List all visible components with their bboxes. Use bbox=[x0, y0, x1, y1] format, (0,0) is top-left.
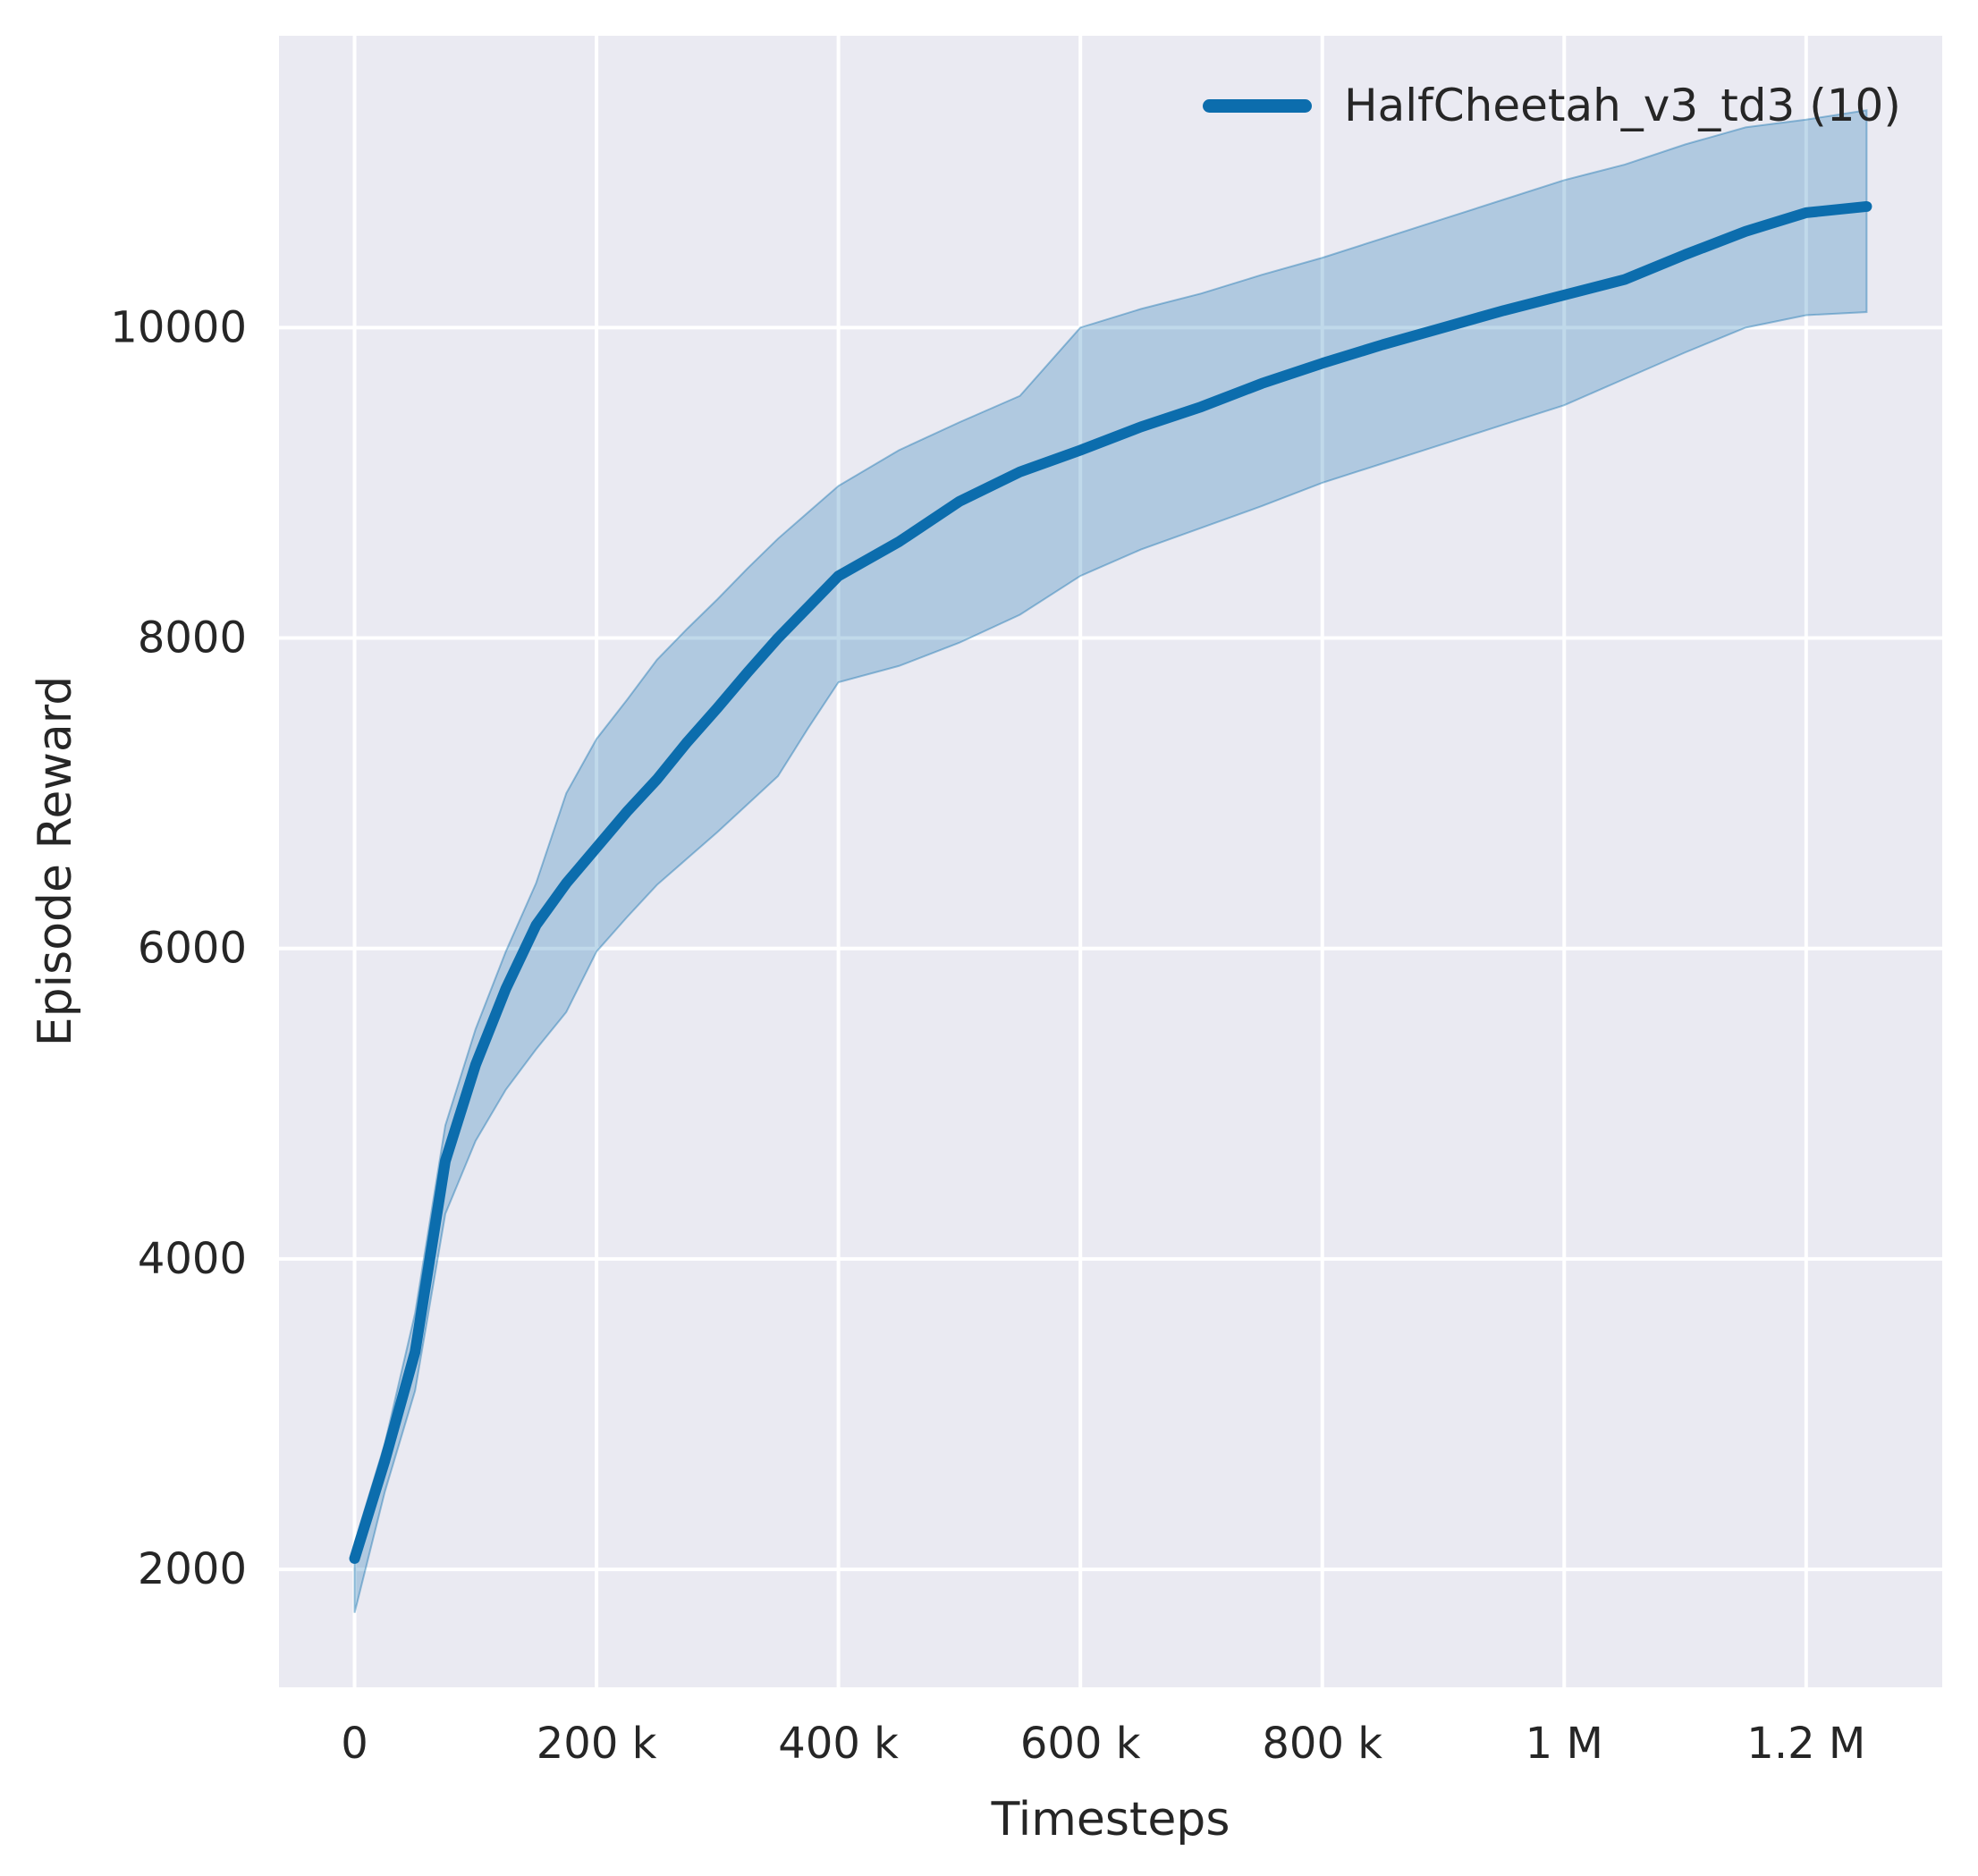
plot-area bbox=[279, 36, 1942, 1687]
x-tick-label: 800 k bbox=[1262, 1719, 1382, 1769]
x-axis-title: Timesteps bbox=[991, 1793, 1230, 1846]
legend-line-swatch bbox=[1203, 98, 1312, 113]
y-tick-label: 4000 bbox=[138, 1234, 247, 1284]
x-tick-label: 1.2 M bbox=[1746, 1719, 1865, 1769]
legend-series-label: HalfCheetah_v3_td3 (10) bbox=[1344, 80, 1901, 131]
legend: HalfCheetah_v3_td3 (10) bbox=[1203, 79, 1901, 132]
x-tick-label: 1 M bbox=[1526, 1719, 1603, 1769]
y-tick-label: 6000 bbox=[138, 924, 247, 974]
x-tick-label: 600 k bbox=[1020, 1719, 1141, 1769]
x-tick-label: 0 bbox=[341, 1719, 368, 1769]
x-tick-label: 400 k bbox=[778, 1719, 899, 1769]
x-tick-label: 200 k bbox=[537, 1719, 657, 1769]
mean-line bbox=[349, 200, 1872, 1564]
y-tick-label: 8000 bbox=[138, 613, 247, 663]
y-tick-label: 10000 bbox=[110, 302, 247, 352]
confidence-band bbox=[353, 109, 1868, 1613]
y-axis-title: Episode Reward bbox=[29, 675, 82, 1047]
y-tick-label: 2000 bbox=[138, 1544, 247, 1594]
